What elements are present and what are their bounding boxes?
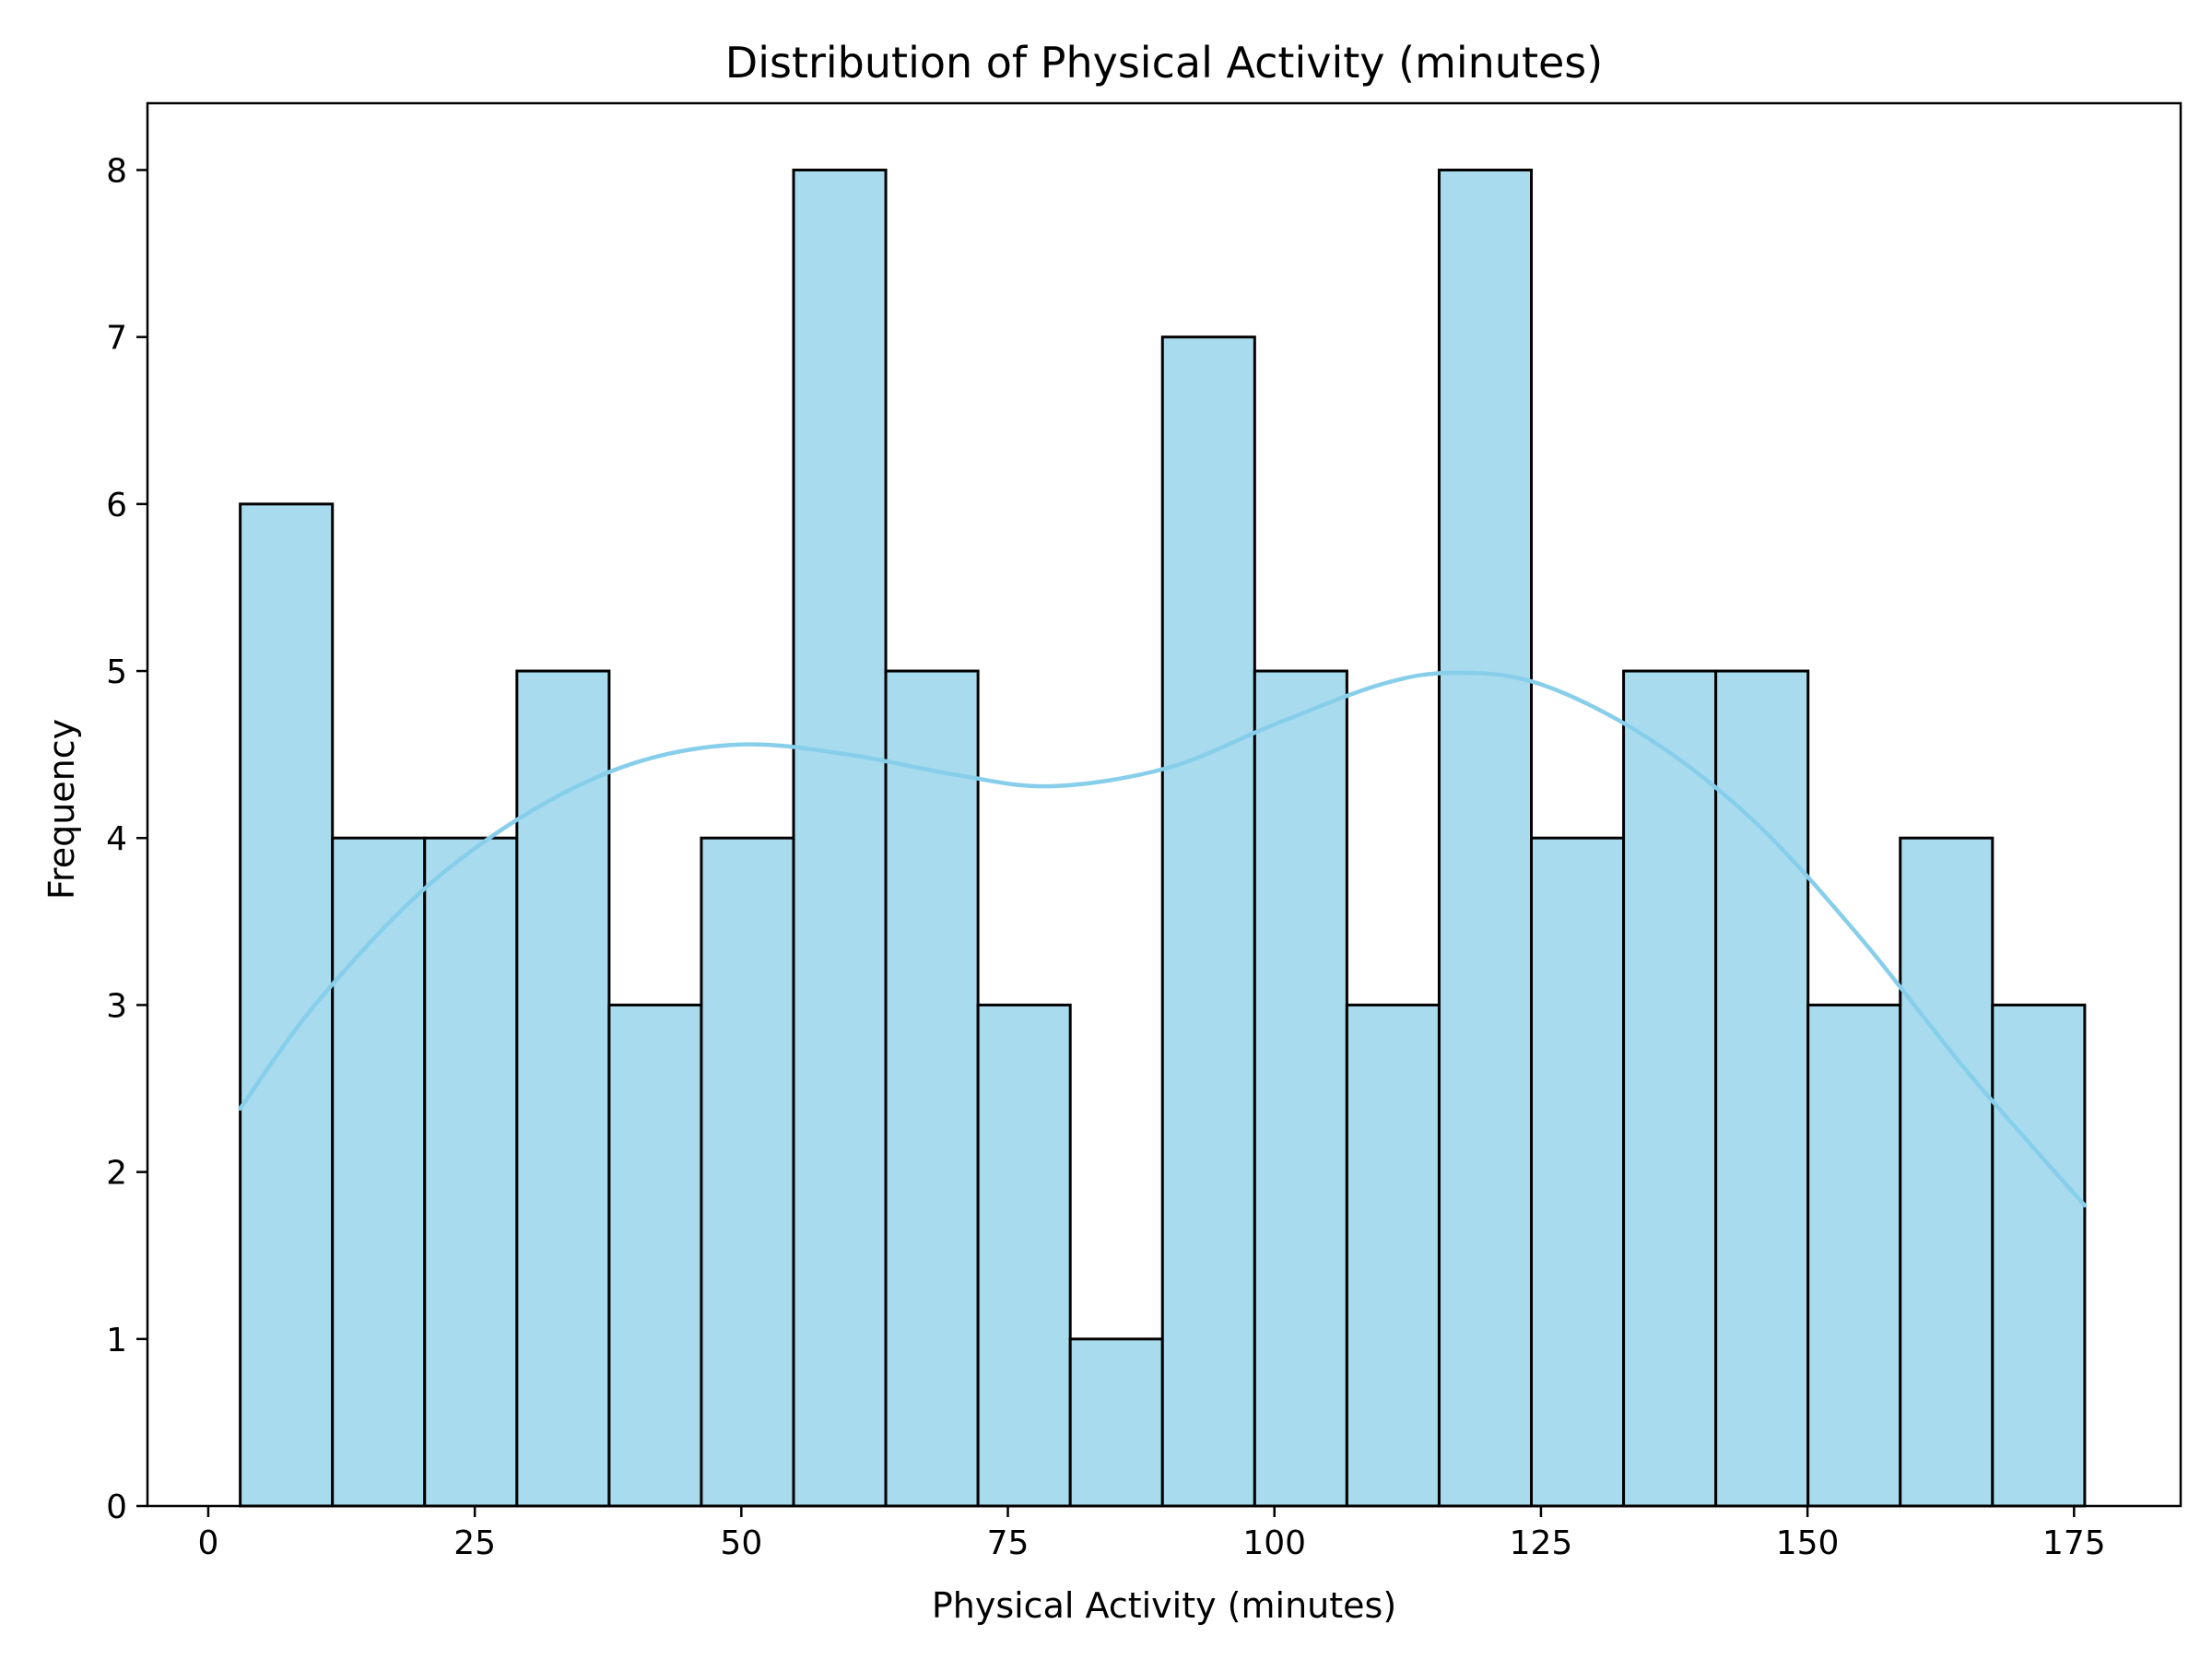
- y-tick-label: 3: [106, 987, 127, 1025]
- y-tick-label: 2: [106, 1155, 127, 1193]
- histogram-bar: [331, 836, 427, 1508]
- y-tick-label: 7: [106, 320, 127, 358]
- histogram-bar: [1530, 836, 1626, 1508]
- histogram-bar: [1437, 168, 1534, 1508]
- kde-line: [238, 670, 2088, 1208]
- histogram-bar: [607, 1003, 703, 1508]
- x-axis-ticks: 0 25 50 75 100 125 150 175: [197, 1506, 2106, 1562]
- histogram-bar: [1899, 836, 1994, 1508]
- plot-frame: [146, 101, 2183, 1508]
- y-tick-label: 0: [106, 1488, 127, 1526]
- histogram-bar: [1622, 669, 1718, 1508]
- histogram-bar: [1253, 669, 1348, 1508]
- x-tick-label: 50: [720, 1524, 762, 1562]
- histogram-bar: [884, 669, 980, 1508]
- x-tick-label: 25: [453, 1524, 496, 1562]
- x-tick-label: 100: [1242, 1524, 1306, 1562]
- histogram-bar: [1068, 1337, 1164, 1508]
- y-tick-label: 1: [106, 1322, 127, 1359]
- x-tick-label: 125: [1510, 1524, 1573, 1562]
- y-axis-label: Frequency: [41, 719, 82, 900]
- bars-layer: [239, 168, 2087, 1508]
- histogram-bar: [1345, 1003, 1441, 1508]
- y-tick-label: 6: [106, 487, 127, 524]
- x-axis-label: Physical Activity (minutes): [932, 1585, 1396, 1626]
- histogram-bar: [792, 168, 888, 1508]
- histogram-bar: [1806, 1003, 1902, 1508]
- y-tick-label: 4: [106, 820, 127, 858]
- x-tick-label: 150: [1776, 1524, 1840, 1562]
- histogram-bar: [515, 669, 611, 1508]
- y-tick-label: 5: [106, 653, 127, 691]
- histogram-bar: [1714, 669, 1810, 1508]
- histogram-bar: [423, 836, 519, 1508]
- histogram-bar: [1160, 335, 1256, 1508]
- y-axis-ticks: 0 1 2 3 4 5 6 7 8: [106, 152, 147, 1526]
- y-tick-label: 8: [106, 152, 127, 190]
- histogram-bar: [700, 836, 795, 1508]
- histogram-bar: [1991, 1003, 2087, 1508]
- histogram-bar: [976, 1003, 1072, 1508]
- x-tick-label: 75: [987, 1524, 1030, 1562]
- x-tick-label: 175: [2042, 1524, 2106, 1562]
- chart-title: Distribution of Physical Activity (minut…: [725, 38, 1603, 88]
- x-tick-label: 0: [197, 1524, 218, 1562]
- histogram-bar: [239, 502, 335, 1508]
